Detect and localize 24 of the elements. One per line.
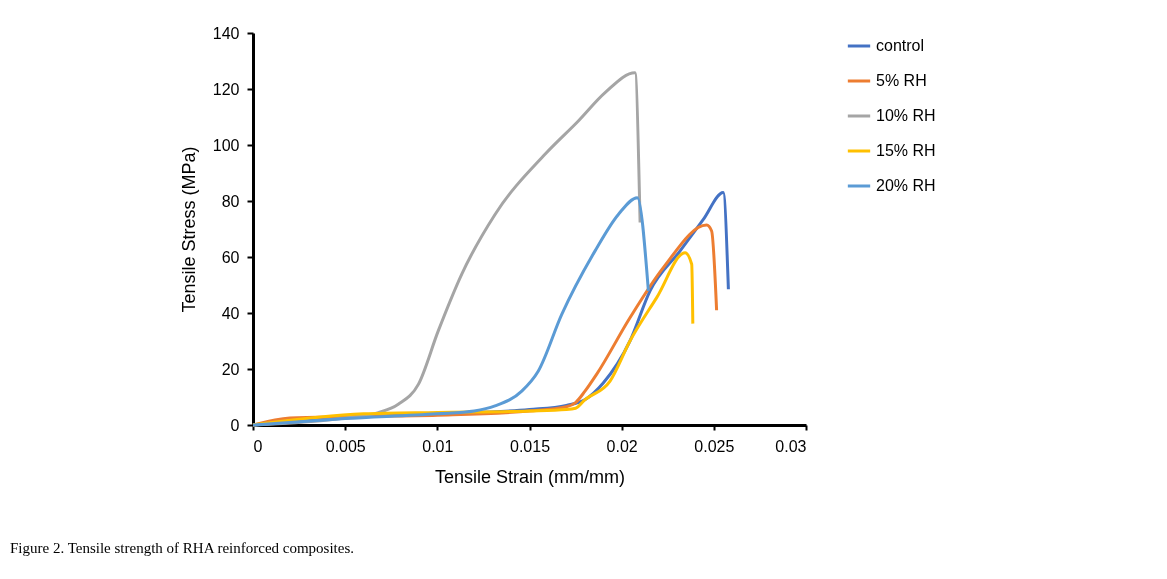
caption: Figure 2. Tensile strength of RHA reinforced composites. [10,540,355,557]
line-series [251,196,650,427]
y-tick-label: 80 [221,192,240,210]
x-tick-label: 0.005 [325,437,366,455]
x-tick-label: 0.02 [606,437,638,455]
legend-label: control [876,37,925,54]
legend-label: 15% RH [876,142,936,159]
x-tick-label: 0 [253,437,263,455]
x-tick-label: 0.01 [422,437,454,455]
legend-label: 5% RH [876,72,927,89]
y-tick-label: 140 [212,24,240,42]
y-tick-label: 20 [221,360,240,378]
y-tick-label: 60 [221,248,240,266]
y-tick-label: 100 [212,136,240,154]
x-tick-label: 0.025 [694,437,735,455]
legend-label: 10% RH [876,107,936,124]
x-tick-label: 0.015 [509,437,551,455]
y-tick-label: 120 [212,80,240,98]
y-tick-label: 0 [230,416,240,434]
y-tick-label: 40 [221,304,240,322]
x-tick-label: 0.03 [775,437,807,455]
x-axis-title: Tensile Strain (mm/mm) [434,466,626,487]
legend-label: 20% RH [876,177,936,194]
y-axis-title: Tensile Stress (MPa) [178,146,199,313]
